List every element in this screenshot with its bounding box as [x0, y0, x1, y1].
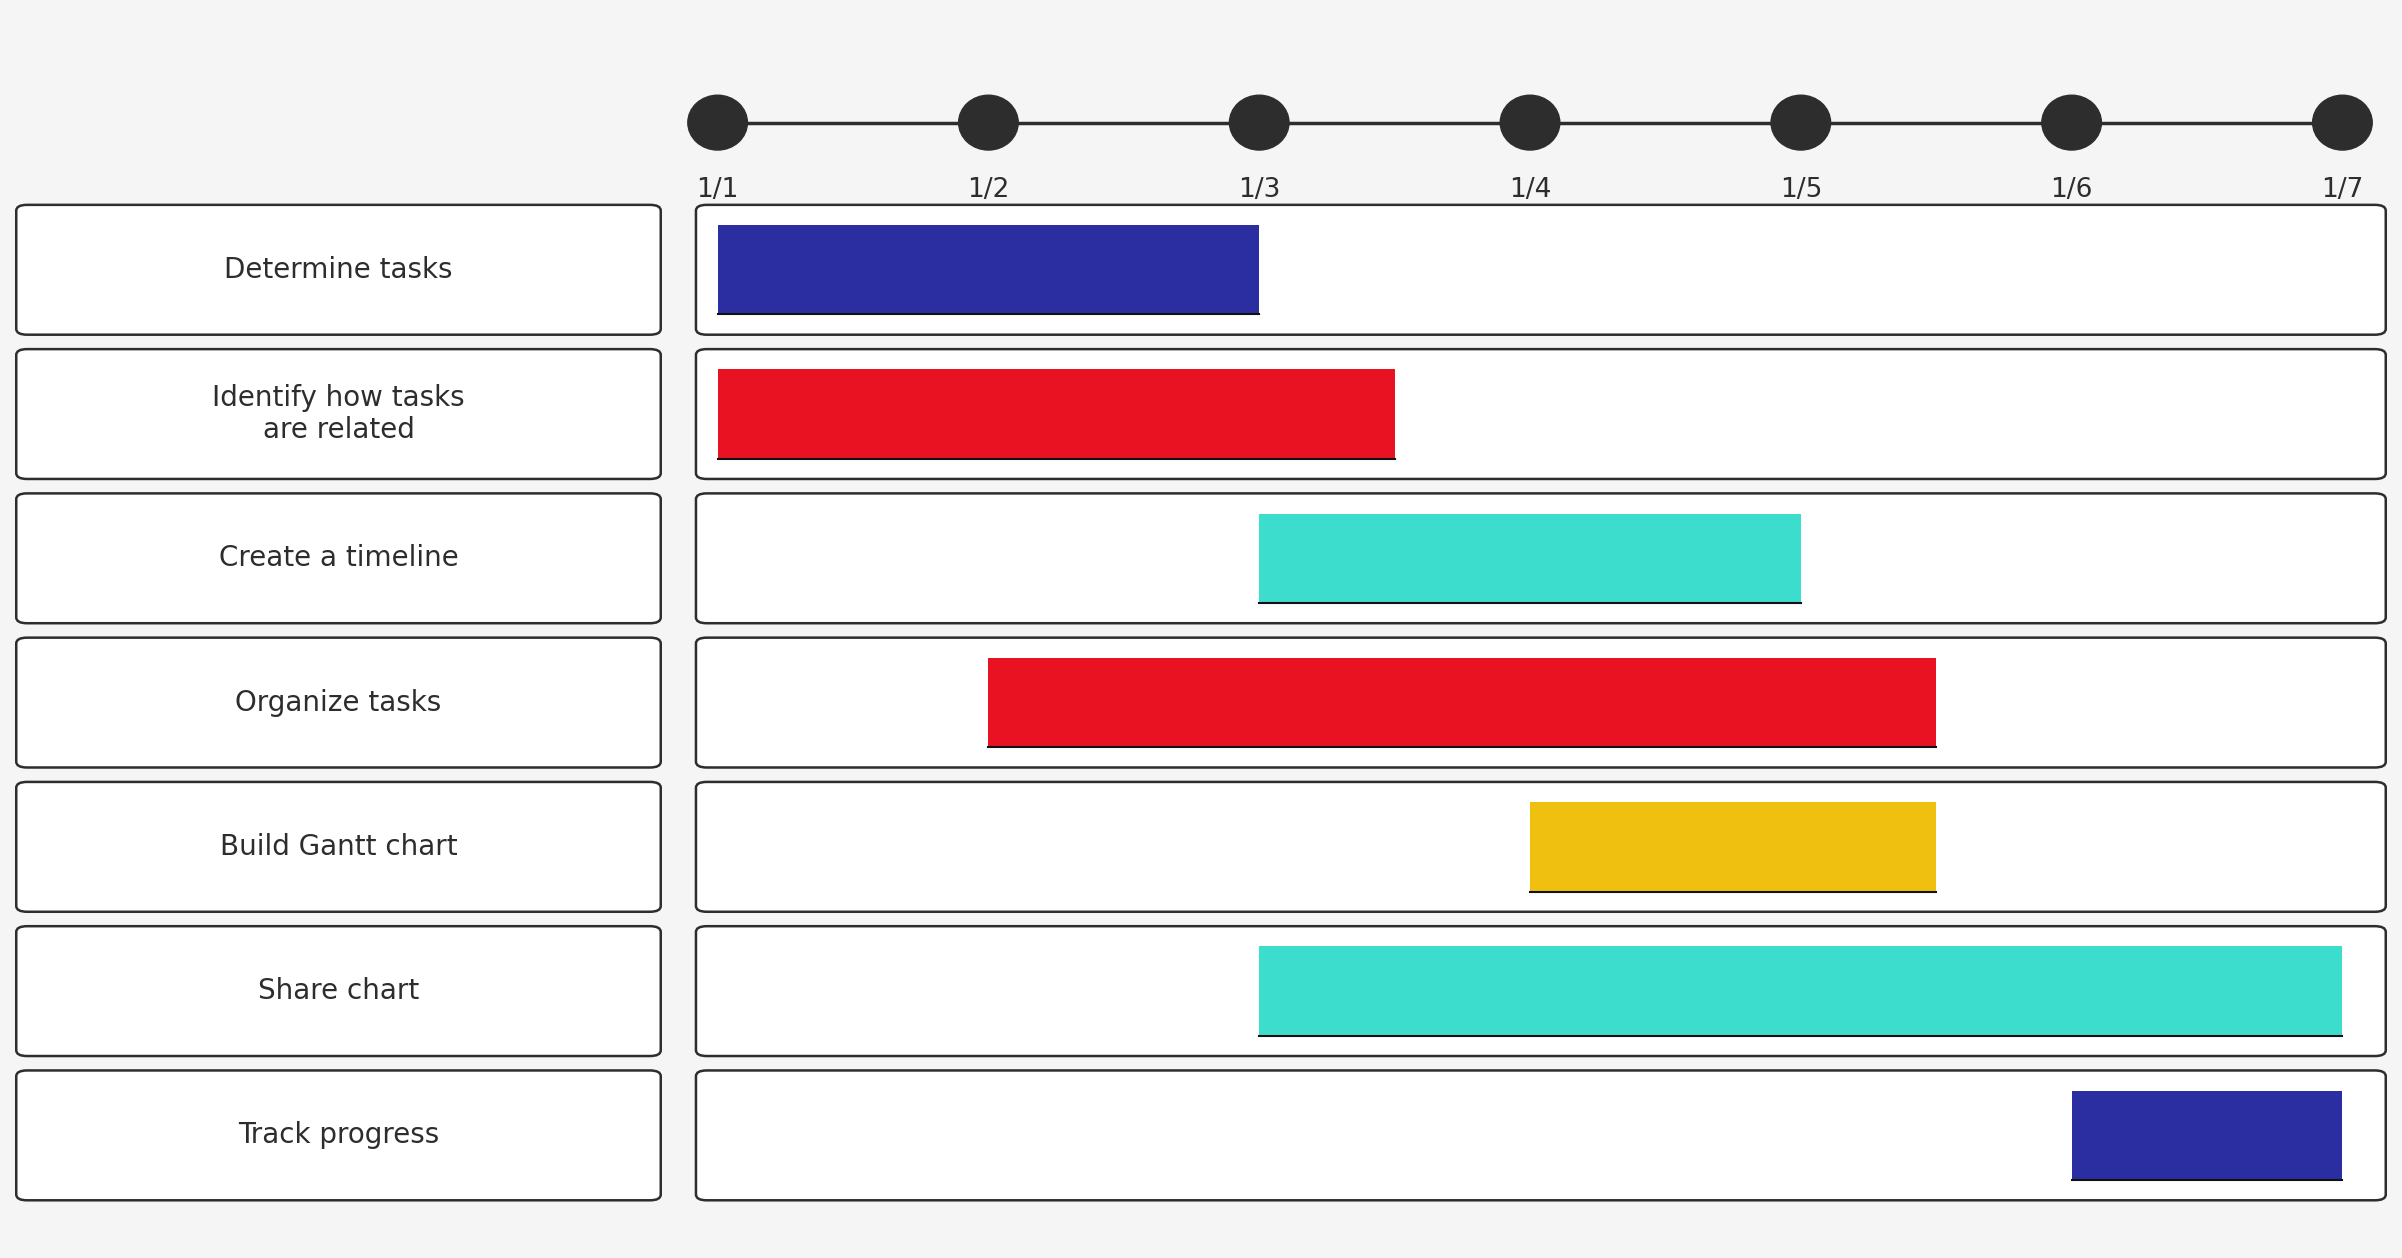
Text: 1/1: 1/1 [697, 177, 740, 204]
FancyBboxPatch shape [697, 926, 2385, 1055]
Text: 1/3: 1/3 [1237, 177, 1280, 204]
FancyBboxPatch shape [17, 350, 661, 479]
FancyBboxPatch shape [697, 1071, 2385, 1200]
Text: Organize tasks: Organize tasks [235, 688, 442, 717]
FancyBboxPatch shape [697, 493, 2385, 623]
Text: Create a timeline: Create a timeline [219, 545, 459, 572]
Text: 1/2: 1/2 [968, 177, 1009, 204]
Bar [718, 225, 1259, 314]
FancyBboxPatch shape [697, 782, 2385, 912]
FancyBboxPatch shape [697, 638, 2385, 767]
Text: Identify how tasks
are related: Identify how tasks are related [211, 384, 466, 444]
Text: 1/5: 1/5 [1780, 177, 1823, 204]
Ellipse shape [1770, 96, 1830, 150]
Text: 1/7: 1/7 [2320, 177, 2364, 204]
FancyBboxPatch shape [17, 1071, 661, 1200]
Ellipse shape [1501, 96, 1559, 150]
FancyBboxPatch shape [17, 926, 661, 1055]
Ellipse shape [2313, 96, 2373, 150]
Text: Share chart: Share chart [257, 977, 418, 1005]
Text: Build Gantt chart: Build Gantt chart [219, 833, 456, 860]
FancyBboxPatch shape [697, 205, 2385, 335]
FancyBboxPatch shape [17, 493, 661, 623]
Bar [2071, 1091, 2342, 1180]
FancyBboxPatch shape [17, 205, 661, 335]
Bar [987, 658, 1936, 747]
Text: 1/4: 1/4 [1508, 177, 1552, 204]
Bar [718, 370, 1396, 459]
FancyBboxPatch shape [17, 638, 661, 767]
FancyBboxPatch shape [17, 782, 661, 912]
Text: Track progress: Track progress [238, 1121, 440, 1150]
Bar [1259, 946, 2342, 1035]
Ellipse shape [1230, 96, 1290, 150]
Text: Determine tasks: Determine tasks [223, 255, 452, 284]
Bar [1530, 803, 1936, 892]
Text: 1/6: 1/6 [2051, 177, 2092, 204]
Ellipse shape [2042, 96, 2102, 150]
Ellipse shape [687, 96, 747, 150]
Ellipse shape [958, 96, 1018, 150]
Bar [1259, 513, 1802, 603]
FancyBboxPatch shape [697, 350, 2385, 479]
